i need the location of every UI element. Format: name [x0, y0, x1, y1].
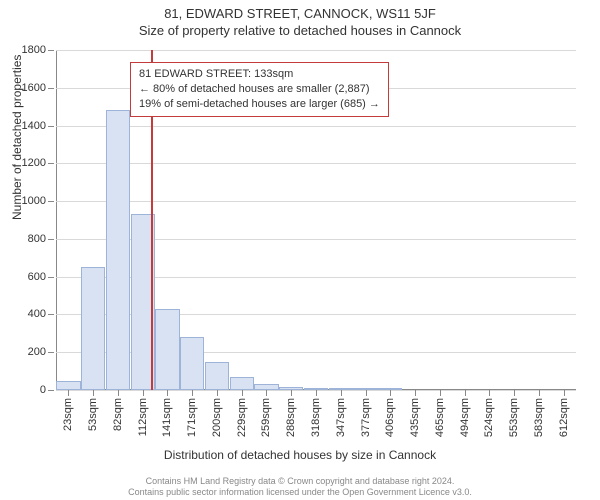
y-tick-label: 0	[40, 384, 46, 396]
x-tick-label: 171sqm	[186, 398, 198, 437]
gridline	[56, 50, 576, 51]
y-tick	[48, 88, 54, 89]
x-tick	[167, 390, 168, 396]
x-tick	[316, 390, 317, 396]
plot-area: 02004006008001000120014001600180023sqm53…	[56, 50, 576, 390]
x-tick-label: 288sqm	[285, 398, 297, 437]
y-tick	[48, 239, 54, 240]
annotation-line: 81 EDWARD STREET: 133sqm	[139, 67, 380, 82]
page-subtitle: Size of property relative to detached ho…	[0, 21, 600, 38]
y-tick	[48, 201, 54, 202]
y-tick-label: 1600	[22, 82, 46, 94]
x-tick-label: 347sqm	[335, 398, 347, 437]
x-tick	[415, 390, 416, 396]
x-tick-label: 53sqm	[87, 398, 99, 431]
x-tick-label: 377sqm	[360, 398, 372, 437]
x-tick-label: 141sqm	[161, 398, 173, 437]
y-tick-label: 200	[28, 346, 46, 358]
y-tick-label: 1000	[22, 195, 46, 207]
gridline	[56, 201, 576, 202]
footer-line: Contains HM Land Registry data © Crown c…	[0, 476, 600, 487]
x-tick-label: 553sqm	[508, 398, 520, 437]
x-tick-label: 82sqm	[112, 398, 124, 431]
x-tick	[93, 390, 94, 396]
y-tick	[48, 50, 54, 51]
x-tick-label: 23sqm	[62, 398, 74, 431]
y-tick	[48, 277, 54, 278]
x-tick	[341, 390, 342, 396]
y-tick	[48, 126, 54, 127]
x-tick-label: 612sqm	[558, 398, 570, 437]
annotation-box: 81 EDWARD STREET: 133sqm ← 80% of detach…	[130, 62, 389, 117]
histogram-bar	[230, 377, 254, 390]
x-tick	[143, 390, 144, 396]
y-tick	[48, 352, 54, 353]
gridline	[56, 163, 576, 164]
x-tick	[440, 390, 441, 396]
y-tick-label: 1200	[22, 157, 46, 169]
x-tick-label: 229sqm	[236, 398, 248, 437]
x-tick-label: 435sqm	[409, 398, 421, 437]
annotation-line: ← 80% of detached houses are smaller (2,…	[139, 82, 380, 97]
footer-line: Contains public sector information licen…	[0, 487, 600, 498]
x-tick-label: 583sqm	[533, 398, 545, 437]
x-tick	[217, 390, 218, 396]
y-tick	[48, 390, 54, 391]
y-tick-label: 800	[28, 233, 46, 245]
x-tick-label: 406sqm	[384, 398, 396, 437]
x-tick-label: 318sqm	[310, 398, 322, 437]
y-tick	[48, 163, 54, 164]
y-tick	[48, 314, 54, 315]
x-tick	[390, 390, 391, 396]
histogram-bar	[56, 381, 80, 390]
y-tick-label: 400	[28, 308, 46, 320]
histogram-bar	[180, 337, 204, 390]
histogram-bar	[205, 362, 229, 390]
x-tick	[539, 390, 540, 396]
gridline	[56, 126, 576, 127]
x-tick	[514, 390, 515, 396]
x-tick	[465, 390, 466, 396]
y-tick-label: 1400	[22, 120, 46, 132]
x-tick	[564, 390, 565, 396]
histogram-bar	[106, 110, 130, 390]
x-tick	[68, 390, 69, 396]
x-tick-label: 465sqm	[434, 398, 446, 437]
x-tick-label: 112sqm	[137, 398, 149, 436]
x-tick	[192, 390, 193, 396]
x-tick	[489, 390, 490, 396]
page-title: 81, EDWARD STREET, CANNOCK, WS11 5JF	[0, 0, 600, 21]
x-tick	[242, 390, 243, 396]
histogram-bar	[155, 309, 179, 390]
x-tick	[291, 390, 292, 396]
x-tick	[366, 390, 367, 396]
x-tick-label: 494sqm	[459, 398, 471, 437]
x-tick-label: 524sqm	[483, 398, 495, 437]
annotation-line: 19% of semi-detached houses are larger (…	[139, 97, 380, 112]
x-tick	[118, 390, 119, 396]
x-tick-label: 259sqm	[260, 398, 272, 437]
chart-root: 81, EDWARD STREET, CANNOCK, WS11 5JF Siz…	[0, 0, 600, 500]
y-axis-line	[56, 50, 57, 390]
y-tick-label: 600	[28, 271, 46, 283]
footer: Contains HM Land Registry data © Crown c…	[0, 476, 600, 499]
x-tick-label: 200sqm	[211, 398, 223, 437]
histogram-bar	[81, 267, 105, 390]
x-axis-label: Distribution of detached houses by size …	[0, 448, 600, 462]
x-tick	[266, 390, 267, 396]
y-tick-label: 1800	[22, 44, 46, 56]
